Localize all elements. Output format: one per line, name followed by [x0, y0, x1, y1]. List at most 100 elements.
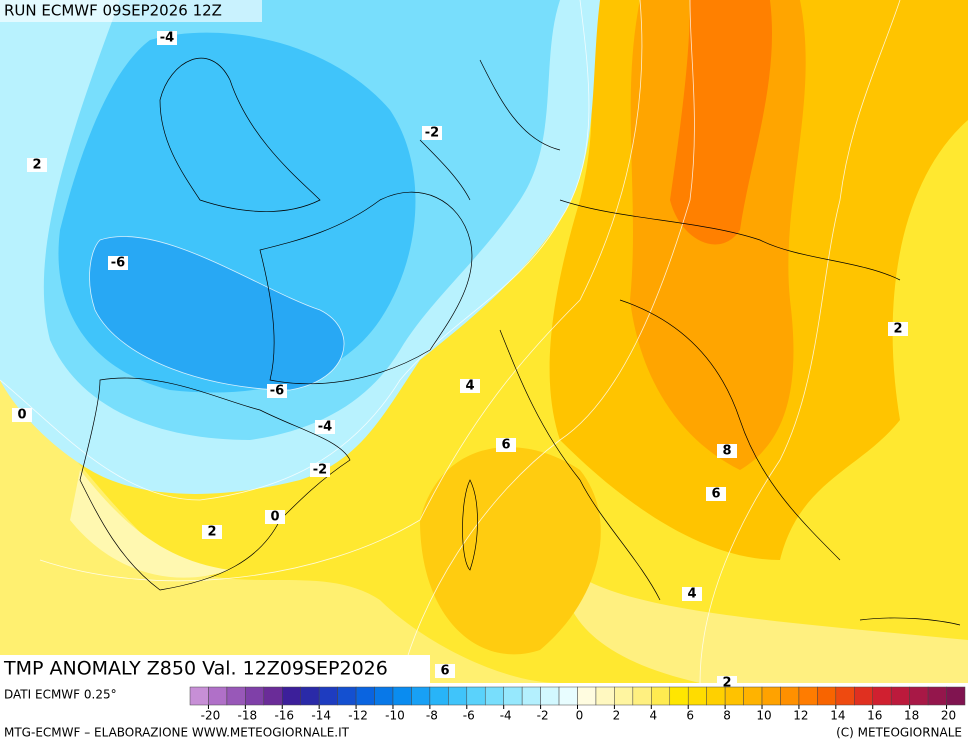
- color-swatch: [946, 686, 966, 706]
- contour-label: 2: [722, 676, 731, 691]
- contour-label: -4: [160, 31, 174, 46]
- colorbar: -20 -18 -16 -14 -12 -10 -8 -6 -4 -2 0 2 4 6 8 10 12 14 16 1…: [189, 686, 966, 723]
- color-swatch: [300, 686, 320, 706]
- contour-label-bg: [310, 463, 330, 477]
- color-swatch: [854, 686, 873, 706]
- color-swatch: [743, 686, 763, 706]
- color-swatch: [374, 686, 394, 706]
- colorbar-tick-label: -6: [463, 709, 475, 723]
- color-swatch: [780, 686, 800, 706]
- contour-label: 6: [501, 438, 510, 453]
- warm-zone: [70, 470, 230, 578]
- isotherms: [0, 0, 901, 684]
- colorbar-tick-label: -8: [426, 709, 438, 723]
- color-swatch: [318, 686, 338, 706]
- contour-label: 2: [32, 158, 41, 173]
- warm-zone: [560, 560, 968, 683]
- color-swatch: [282, 686, 301, 706]
- colorbar-tick-label: 8: [723, 709, 731, 723]
- colorbar-tick-label: -12: [348, 709, 368, 723]
- contour-label: -4: [318, 420, 332, 435]
- contour-label: 4: [687, 587, 696, 602]
- contour-label-bg: [12, 408, 32, 422]
- run-label: RUN ECMWF 09SEP2026 12Z: [4, 2, 222, 20]
- contour-label: 4: [465, 379, 474, 394]
- color-swatch: [909, 686, 929, 706]
- contour-label-bg: [202, 525, 222, 539]
- contour-label-bg: [888, 322, 908, 336]
- cold-zone: [89, 236, 344, 390]
- color-swatch: [503, 686, 523, 706]
- color-swatch: [927, 686, 947, 706]
- contour-label: 0: [17, 408, 26, 423]
- color-swatch: [392, 686, 412, 706]
- color-swatch: [632, 686, 652, 706]
- contour-label: 2: [207, 525, 216, 540]
- color-swatch: [484, 686, 504, 706]
- colorbar-tick-label: 0: [576, 709, 584, 723]
- colorbar-tick-label: 6: [686, 709, 694, 723]
- color-swatch: [595, 686, 615, 706]
- color-swatch: [245, 686, 265, 706]
- color-swatch: [687, 686, 707, 706]
- color-swatch: [872, 686, 892, 706]
- contour-label-bg: [27, 158, 47, 172]
- color-swatch: [355, 686, 375, 706]
- colorbar-tick-label: 2: [613, 709, 621, 723]
- color-swatch: [337, 686, 357, 706]
- contour-label-bg: [460, 379, 480, 393]
- color-swatch: [817, 686, 837, 706]
- color-swatch: [706, 686, 726, 706]
- color-swatch: [521, 686, 541, 706]
- source-label: DATI ECMWF 0.25°: [4, 688, 117, 702]
- contour-label-bg: [435, 664, 455, 678]
- contour-label: -6: [270, 384, 284, 399]
- map: RUN ECMWF 09SEP2026 12Z TMP ANOMALY Z850…: [0, 0, 968, 684]
- colorbar-tick-label: 16: [867, 709, 882, 723]
- credits-label: MTG-ECMWF – ELABORAZIONE WWW.METEOGIORNA…: [4, 726, 350, 740]
- color-swatch: [724, 686, 744, 706]
- colorbar-tick-label: -10: [385, 709, 405, 723]
- colorbar-tick-label: -20: [201, 709, 221, 723]
- warm-zone: [670, 0, 773, 245]
- contour-label: 8: [722, 444, 731, 459]
- contour-label: -2: [425, 126, 439, 141]
- contour-label: 6: [711, 487, 720, 502]
- contour-label-bg: [682, 587, 702, 601]
- warm-zone: [0, 380, 560, 683]
- colorbar-tick-label: -16: [274, 709, 294, 723]
- contour-label-bg: [157, 31, 177, 45]
- contour-label: 2: [893, 322, 902, 337]
- map-title: TMP ANOMALY Z850 Val. 12Z09SEP2026: [3, 658, 388, 680]
- contour-labels: -4 -2 2 -6 -6 -4 -2 0 2 0 4 6 8 6 4 2 2 6: [12, 31, 908, 691]
- contour-label-bg: [265, 510, 285, 524]
- contour-label-bg: [267, 384, 287, 398]
- color-swatch: [411, 686, 431, 706]
- color-swatch: [651, 686, 671, 706]
- colorbar-tick-label: 20: [941, 709, 956, 723]
- color-swatch: [226, 686, 246, 706]
- color-swatch: [448, 686, 468, 706]
- color-swatch: [614, 686, 634, 706]
- color-swatch: [429, 686, 449, 706]
- copyright-label: (C) METEOGIORNALE: [836, 726, 962, 740]
- contour-label-bg: [717, 444, 737, 458]
- color-swatch: [189, 686, 209, 706]
- contour-label-bg: [717, 676, 737, 690]
- color-swatch: [835, 686, 855, 706]
- contour-label: 0: [270, 510, 279, 525]
- contour-label-bg: [422, 126, 442, 140]
- warm-zone: [420, 447, 601, 655]
- color-swatch: [890, 686, 910, 706]
- color-swatch: [466, 686, 486, 706]
- colorbar-tick-label: 10: [756, 709, 771, 723]
- color-swatch: [577, 686, 597, 706]
- colorbar-tick-label: 12: [793, 709, 808, 723]
- contour-label-bg: [315, 420, 335, 434]
- title-box: [0, 655, 430, 683]
- header-box: [0, 0, 262, 22]
- contour-label: -6: [111, 256, 125, 271]
- colorbar-tick-label: 18: [904, 709, 919, 723]
- colorbar-tick-label: -2: [537, 709, 549, 723]
- color-swatch: [263, 686, 283, 706]
